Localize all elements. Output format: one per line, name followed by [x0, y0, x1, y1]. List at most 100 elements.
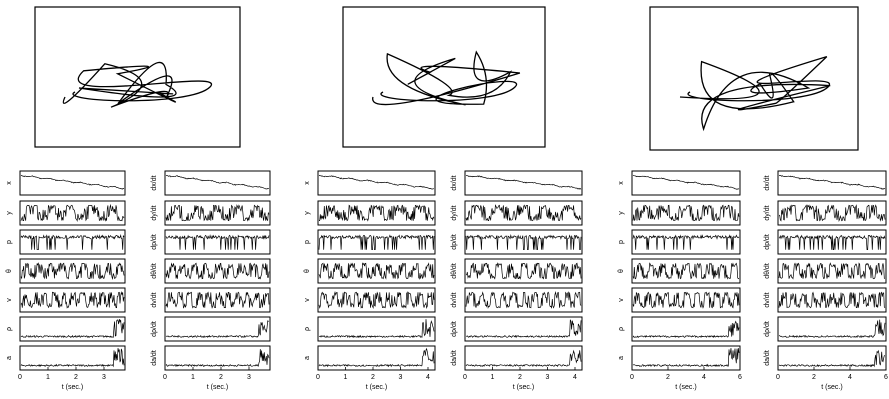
- signal-trace: [21, 319, 124, 337]
- signal-trace: [779, 175, 885, 189]
- signature-box: [650, 7, 858, 150]
- signal-trace: [166, 205, 269, 220]
- plot-frame: [318, 230, 435, 254]
- plot-frame: [20, 346, 125, 370]
- y-axis-label: dp/dt: [451, 234, 458, 250]
- signal-trace: [319, 175, 434, 189]
- signal-trace: [21, 205, 124, 220]
- signal-trace: [779, 205, 885, 220]
- y-axis-label: da/dt: [764, 350, 771, 366]
- y-axis-label: ρ: [6, 327, 13, 331]
- x-axis-label: t (sec.): [513, 384, 534, 391]
- plot-frame: [632, 259, 740, 283]
- signal-trace: [779, 263, 885, 278]
- y-axis-label: dx/dt: [151, 175, 158, 190]
- figure: xypθvρa0123t (sec.)dx/dtdy/dtdp/dtdθ/dtd…: [0, 0, 889, 394]
- y-axis-label: dθ/dt: [151, 263, 158, 279]
- signal-trace: [319, 205, 434, 220]
- y-axis-label: dy/dt: [151, 205, 158, 220]
- x-tick-label: 1: [491, 374, 495, 381]
- y-axis-label: v: [6, 298, 13, 302]
- y-axis-label: dy/dt: [451, 205, 458, 220]
- signal-trace: [319, 292, 434, 307]
- signal-trace: [779, 351, 885, 367]
- y-axis-label: ρ: [618, 327, 625, 331]
- x-tick-label: 4: [848, 374, 852, 381]
- plot-frame: [20, 171, 125, 195]
- signal-trace: [21, 263, 124, 278]
- signal-trace: [166, 292, 269, 307]
- signal-trace: [466, 292, 581, 307]
- x-tick-label: 3: [247, 374, 251, 381]
- x-tick-label: 2: [518, 374, 522, 381]
- y-axis-label: dv/dt: [151, 292, 158, 307]
- signal-trace: [466, 175, 581, 189]
- x-tick-label: 1: [344, 374, 348, 381]
- signal-trace: [319, 349, 434, 367]
- signal-trace: [633, 263, 739, 278]
- signal-trace: [319, 319, 434, 337]
- plot-frame: [632, 171, 740, 195]
- x-tick-label: 2: [371, 374, 375, 381]
- x-axis-label: t (sec.): [62, 384, 83, 391]
- signal-trace: [319, 235, 434, 249]
- plot-frame: [318, 171, 435, 195]
- signal-trace: [779, 292, 885, 307]
- y-axis-label: x: [618, 181, 625, 185]
- y-axis-label: a: [304, 356, 311, 360]
- signal-trace: [166, 175, 269, 189]
- x-tick-label: 3: [102, 374, 106, 381]
- y-axis-label: dθ/dt: [451, 263, 458, 279]
- plot-frame: [632, 317, 740, 341]
- signal-trace: [466, 205, 581, 220]
- x-tick-label: 0: [463, 374, 467, 381]
- plot-frame: [165, 346, 270, 370]
- signal-trace: [633, 322, 739, 338]
- x-axis-label: t (sec.): [207, 384, 228, 391]
- y-axis-label: dρ/dt: [151, 321, 158, 337]
- y-axis-label: y: [618, 211, 625, 215]
- y-axis-label: ρ: [304, 327, 311, 331]
- signal-trace: [779, 235, 885, 249]
- signal-trace: [319, 263, 434, 278]
- x-tick-label: 0: [316, 374, 320, 381]
- signal-trace: [166, 263, 269, 278]
- signal-trace: [633, 235, 739, 249]
- x-tick-label: 2: [666, 374, 670, 381]
- plot-frame: [778, 201, 886, 225]
- signature: [373, 52, 520, 105]
- x-axis-label: t (sec.): [675, 384, 696, 391]
- y-axis-label: y: [6, 211, 13, 215]
- y-axis-label: dx/dt: [764, 175, 771, 190]
- y-axis-label: dθ/dt: [764, 263, 771, 279]
- signal-trace: [21, 235, 124, 249]
- y-axis-label: x: [304, 181, 311, 185]
- x-axis-label: t (sec.): [366, 384, 387, 391]
- x-tick-label: 2: [219, 374, 223, 381]
- y-axis-label: p: [6, 240, 13, 244]
- plot-frame: [318, 259, 435, 283]
- y-axis-label: dρ/dt: [764, 321, 771, 337]
- x-tick-label: 1: [191, 374, 195, 381]
- plot-frame: [165, 171, 270, 195]
- signal-trace: [21, 175, 124, 189]
- signature: [680, 57, 830, 130]
- x-tick-label: 3: [399, 374, 403, 381]
- y-axis-label: a: [6, 356, 13, 360]
- x-tick-label: 2: [812, 374, 816, 381]
- signal-trace: [633, 205, 739, 220]
- x-tick-label: 0: [630, 374, 634, 381]
- x-tick-label: 0: [776, 374, 780, 381]
- signal-trace: [779, 320, 885, 338]
- signal-trace: [633, 175, 739, 189]
- y-axis-label: dy/dt: [764, 205, 771, 220]
- signature-box: [343, 7, 545, 147]
- y-axis-label: v: [304, 298, 311, 302]
- x-tick-label: 4: [573, 374, 577, 381]
- x-tick-label: 3: [546, 374, 550, 381]
- x-tick-label: 0: [163, 374, 167, 381]
- plot-frame: [318, 201, 435, 225]
- plot-frame: [778, 346, 886, 370]
- y-axis-label: da/dt: [151, 350, 158, 366]
- x-tick-label: 0: [18, 374, 22, 381]
